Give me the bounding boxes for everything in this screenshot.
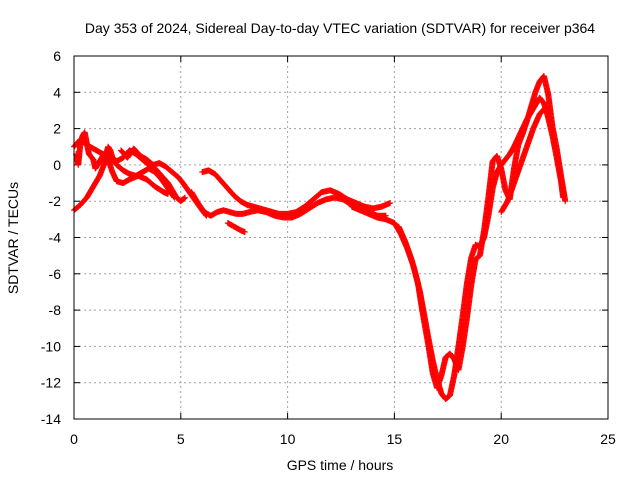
y-tick-label: 2 [53, 121, 61, 137]
data-point [241, 229, 248, 236]
data-point [547, 111, 554, 118]
x-tick-label: 0 [70, 431, 78, 447]
plot-frame [73, 55, 609, 420]
y-tick-label: -2 [49, 193, 62, 209]
y-tick-label: 6 [53, 48, 61, 64]
x-tick-label: 15 [387, 431, 403, 447]
y-tick-label: -8 [49, 302, 62, 318]
data-point [180, 195, 187, 202]
y-tick-labels: -14 -12 -10 -8 -6 -4 -2 0 2 4 6 [41, 48, 61, 427]
y-tick-label: -10 [41, 338, 61, 354]
x-tick-label: 10 [280, 431, 296, 447]
y-tick-label: -6 [49, 266, 62, 282]
y-tick-label: 0 [53, 157, 61, 173]
data-point [181, 195, 188, 202]
data-point [171, 194, 178, 201]
y-tick-label: -4 [49, 230, 62, 246]
x-tick-label: 20 [493, 431, 509, 447]
axis-ticks [73, 55, 609, 420]
y-axis-label: SDTVAR / TECUs [5, 182, 21, 294]
y-tick-label: 4 [53, 84, 61, 100]
y-tick-label: -14 [41, 411, 61, 427]
x-tick-label: 25 [600, 431, 616, 447]
y-tick-label: -12 [41, 375, 61, 391]
data-point [182, 194, 189, 201]
data-point [387, 200, 394, 207]
x-axis-label: GPS time / hours [287, 457, 394, 473]
data-points [71, 72, 569, 403]
x-tick-labels: 0 5 10 15 20 25 [70, 431, 616, 447]
data-point [562, 198, 569, 205]
x-tick-label: 5 [177, 431, 185, 447]
chart-title: Day 353 of 2024, Sidereal Day-to-day VTE… [85, 20, 595, 36]
